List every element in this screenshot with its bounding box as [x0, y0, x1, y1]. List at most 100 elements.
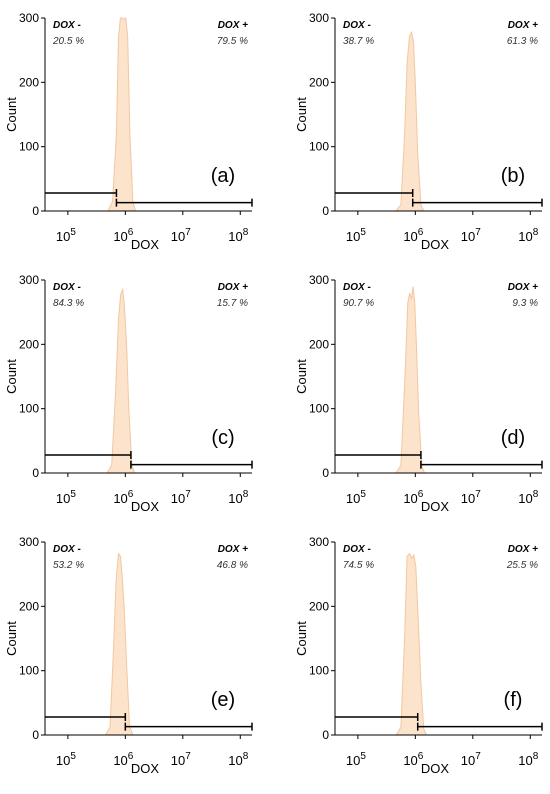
y-tick-label: 300 — [19, 273, 39, 287]
y-tick-label: 100 — [19, 664, 39, 678]
x-tick-label: 105 — [56, 227, 76, 244]
y-tick-label: 300 — [309, 273, 329, 287]
y-tick-label: 200 — [19, 75, 39, 89]
x-tick-label: 107 — [461, 489, 481, 506]
x-tick-label: 108 — [518, 751, 538, 768]
gate-percent-label: 38.7 % — [343, 36, 374, 47]
gate-name-label: DOX + — [508, 544, 538, 555]
gate-name-label: DOX - — [343, 544, 371, 555]
x-tick-label: 108 — [228, 751, 248, 768]
y-axis-label: Count — [294, 621, 309, 656]
x-tick-label: 108 — [518, 489, 538, 506]
x-tick-label: 105 — [346, 751, 366, 768]
gate-name-label: DOX + — [508, 20, 538, 31]
x-tick-label: 105 — [346, 227, 366, 244]
histogram-area — [106, 287, 136, 474]
panel-label: (e) — [211, 689, 235, 711]
gate-percent-label: 79.5 % — [217, 36, 248, 47]
gate-percent-label: 15.7 % — [217, 298, 248, 309]
x-tick-label: 108 — [228, 489, 248, 506]
x-axis-label: DOX — [421, 499, 450, 514]
histogram-area — [107, 17, 137, 212]
histogram-panel-d: 0 100 200 300 Count 105 106 107 108 DOX DOX - 90.7 … — [294, 273, 543, 514]
panel-label: (b) — [501, 165, 525, 187]
x-axis-label: DOX — [131, 499, 160, 514]
x-tick-label: 106 — [113, 227, 133, 244]
x-tick-label: 105 — [56, 751, 76, 768]
y-tick-label: 300 — [19, 535, 39, 549]
x-tick-label: 106 — [403, 489, 423, 506]
y-axis-label: Count — [4, 97, 19, 132]
x-tick-label: 105 — [56, 489, 76, 506]
histogram-panel-f: 0 100 200 300 Count 105 106 107 108 DOX DOX - 74.5 … — [294, 535, 543, 776]
gate-name-label: DOX + — [218, 282, 248, 293]
panel-label: (a) — [211, 165, 235, 187]
gate-percent-label: 90.7 % — [343, 298, 374, 309]
gate-name-label: DOX - — [53, 544, 81, 555]
x-tick-label: 107 — [171, 489, 191, 506]
y-tick-label: 0 — [322, 728, 329, 742]
gate-percent-label: 9.3 % — [512, 298, 538, 309]
histogram-area — [395, 286, 426, 474]
gate-percent-label: 25.5 % — [506, 560, 538, 571]
y-tick-label: 100 — [309, 140, 329, 154]
y-tick-label: 300 — [309, 11, 329, 25]
gate-name-label: DOX + — [218, 544, 248, 555]
gate-percent-label: 84.3 % — [53, 298, 84, 309]
y-tick-label: 200 — [309, 599, 329, 613]
gate-name-label: DOX + — [218, 20, 248, 31]
x-tick-label: 107 — [171, 227, 191, 244]
x-tick-label: 108 — [518, 227, 538, 244]
histogram-panel-a: 0 100 200 300 Count 105 106 107 108 DOX DOX - 20.5 … — [4, 11, 253, 252]
x-tick-label: 107 — [171, 751, 191, 768]
y-axis-label: Count — [294, 359, 309, 394]
histogram-panel-b: 0 100 200 300 Count 105 106 107 108 DOX DOX - 38.7 … — [294, 11, 543, 252]
panel-label: (d) — [501, 427, 525, 449]
histogram-area — [394, 30, 425, 212]
y-tick-label: 0 — [32, 728, 39, 742]
gate-percent-label: 61.3 % — [507, 36, 538, 47]
x-tick-label: 107 — [461, 227, 481, 244]
y-tick-label: 200 — [19, 337, 39, 351]
y-tick-label: 200 — [19, 599, 39, 613]
x-tick-label: 106 — [113, 489, 133, 506]
gate-name-label: DOX - — [343, 20, 371, 31]
gate-percent-label: 53.2 % — [53, 560, 84, 571]
panel-label: (c) — [211, 427, 234, 449]
y-tick-label: 200 — [309, 75, 329, 89]
y-axis-label: Count — [4, 621, 19, 656]
y-tick-label: 100 — [19, 402, 39, 416]
histogram-panel-c: 0 100 200 300 Count 105 106 107 108 DOX DOX - 84.3 … — [4, 273, 253, 514]
y-tick-label: 0 — [32, 466, 39, 480]
gate-name-label: DOX + — [508, 282, 538, 293]
histogram-area — [395, 552, 428, 736]
y-tick-label: 100 — [309, 402, 329, 416]
y-tick-label: 0 — [32, 204, 39, 218]
y-tick-label: 0 — [322, 466, 329, 480]
x-tick-label: 105 — [346, 489, 366, 506]
x-tick-label: 106 — [113, 751, 133, 768]
x-axis-label: DOX — [421, 237, 450, 252]
y-tick-label: 300 — [309, 535, 329, 549]
x-tick-label: 106 — [403, 751, 423, 768]
y-axis-label: Count — [4, 359, 19, 394]
histogram-panel-e: 0 100 200 300 Count 105 106 107 108 DOX DOX - 53.2 … — [4, 535, 253, 776]
panel-label: (f) — [504, 689, 523, 711]
gate-percent-label: 74.5 % — [343, 560, 374, 571]
x-axis-label: DOX — [421, 761, 450, 776]
x-tick-label: 106 — [403, 227, 423, 244]
gate-percent-label: 20.5 % — [52, 36, 84, 47]
y-axis-label: Count — [294, 97, 309, 132]
y-tick-label: 200 — [309, 337, 329, 351]
gate-name-label: DOX - — [53, 20, 81, 31]
x-tick-label: 107 — [461, 751, 481, 768]
gate-percent-label: 46.8 % — [217, 560, 248, 571]
x-axis-label: DOX — [131, 237, 160, 252]
x-tick-label: 108 — [228, 227, 248, 244]
gate-name-label: DOX - — [53, 282, 81, 293]
y-tick-label: 100 — [19, 140, 39, 154]
x-axis-label: DOX — [131, 761, 160, 776]
gate-name-label: DOX - — [343, 282, 371, 293]
histogram-area — [104, 552, 134, 736]
